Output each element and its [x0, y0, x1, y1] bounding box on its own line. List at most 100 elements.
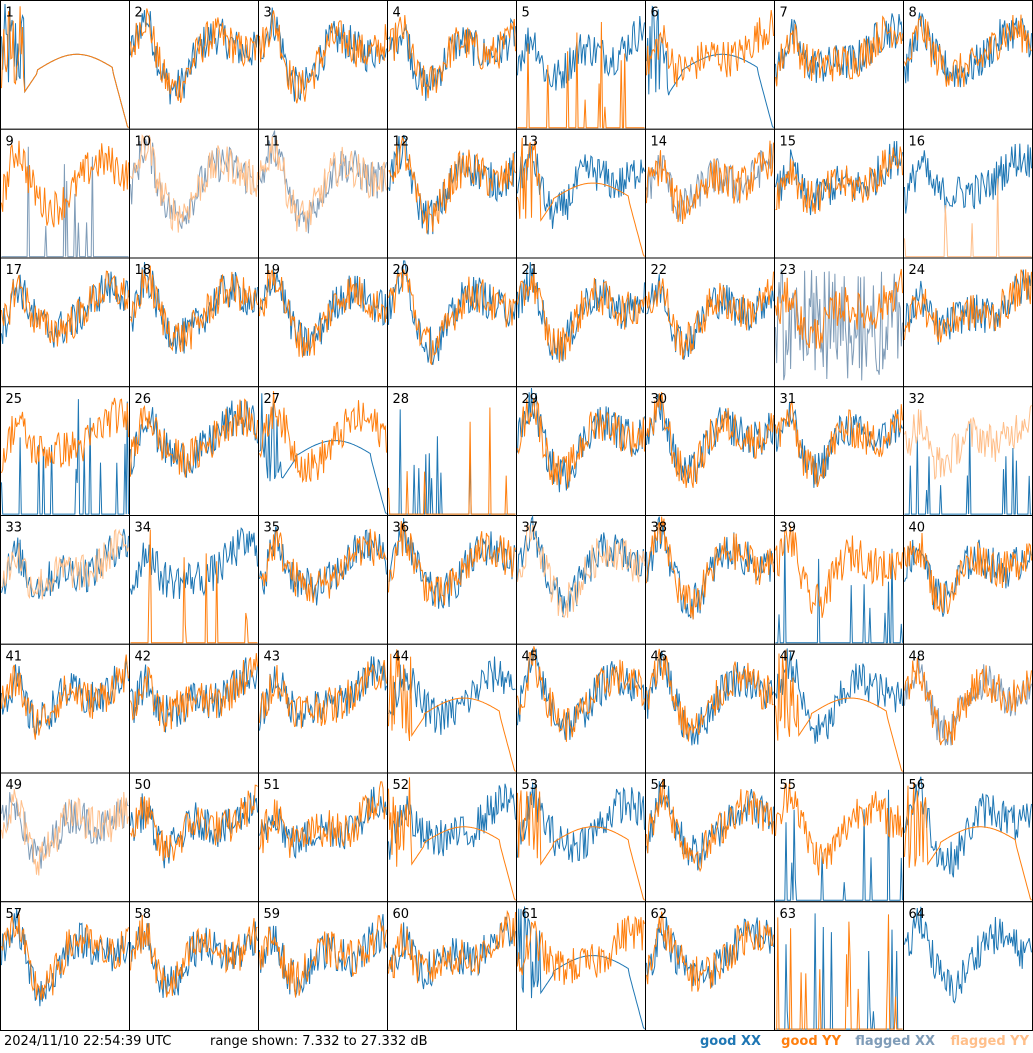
- panel-36: 36: [387, 515, 517, 645]
- yy-series-line: [388, 15, 516, 99]
- panel-label: 14: [651, 134, 668, 149]
- yy-series-line: [1, 397, 129, 474]
- yy-series-line: [130, 8, 258, 103]
- panel-8: 8: [903, 0, 1033, 130]
- panel-frame: [645, 515, 775, 645]
- yy-series-line: [388, 649, 516, 772]
- yy-series-line: [646, 140, 774, 225]
- yy-series-line: [775, 400, 903, 488]
- xx-series-line: [259, 786, 387, 860]
- panel-label: 31: [780, 392, 797, 407]
- panel-frame: [0, 643, 130, 774]
- yy-series-line: [130, 529, 258, 644]
- panel-10: 10: [129, 128, 259, 259]
- xx-series-line: [646, 650, 774, 746]
- yy-series-line: [1, 528, 129, 600]
- yy-series-line: [259, 269, 387, 358]
- xx-series-line: [517, 143, 645, 229]
- panel-label: 54: [651, 778, 668, 793]
- yy-series-line: [388, 407, 516, 515]
- panel-label: 30: [651, 392, 668, 407]
- xx-series-line: [904, 143, 1032, 214]
- panel-label: 27: [264, 392, 281, 407]
- panel-9: 9: [0, 128, 130, 259]
- yy-series-line: [517, 21, 645, 129]
- panel-30: 30: [645, 386, 775, 516]
- panel-34: 34: [129, 515, 259, 645]
- yy-series-line: [259, 528, 387, 603]
- yy-series-line: [517, 524, 645, 619]
- panel-label: 28: [393, 392, 410, 407]
- panel-label: 5: [522, 6, 530, 21]
- panel-61: 61: [516, 901, 646, 1031]
- panel-26: 26: [129, 386, 259, 516]
- yy-series-line: [388, 909, 516, 984]
- xx-series-line: [130, 10, 258, 105]
- yy-series-line: [775, 268, 903, 349]
- panel-frame: [645, 0, 775, 130]
- yy-series-line: [388, 269, 516, 365]
- xx-series-line: [517, 387, 645, 493]
- panel-39: 39: [774, 515, 904, 645]
- yy-series-line: [517, 398, 645, 489]
- yy-series-line: [904, 658, 1032, 746]
- yy-series-line: [388, 135, 516, 234]
- panel-42: 42: [129, 643, 259, 774]
- yy-series-line: [130, 653, 258, 732]
- yy-series-line: [130, 914, 258, 998]
- panel-frame: [258, 515, 388, 645]
- yy-series-line: [1, 6, 129, 129]
- yy-series-line: [388, 520, 516, 607]
- yy-series-line: [1, 270, 129, 347]
- yy-series-line: [646, 911, 774, 992]
- yy-series-line: [904, 178, 1032, 258]
- panel-label: 46: [651, 649, 668, 664]
- panel-label: 16: [909, 134, 926, 149]
- xx-series-line: [388, 656, 516, 735]
- xx-series-line: [388, 783, 516, 860]
- yy-series-line: [1, 914, 129, 1000]
- panel-frame: [903, 515, 1033, 645]
- xx-series-line: [775, 535, 903, 644]
- yy-series-line: [259, 391, 387, 484]
- panel-label: 48: [909, 649, 926, 664]
- panel-29: 29: [516, 386, 646, 516]
- panel-54: 54: [645, 772, 775, 903]
- panel-label: 56: [909, 778, 926, 793]
- legend-flagged-yy: flagged YY: [950, 1034, 1030, 1049]
- yy-series-line: [904, 14, 1032, 87]
- panel-label: 51: [264, 778, 281, 793]
- xx-series-line: [775, 789, 903, 901]
- panel-label: 3: [264, 6, 272, 21]
- panel-44: 44: [387, 643, 517, 774]
- panel-label: 62: [651, 907, 668, 922]
- panel-label: 39: [780, 521, 797, 536]
- panel-label: 57: [6, 907, 23, 922]
- footer: 2024/11/10 22:54:39 UTC range shown: 7.3…: [0, 1031, 1033, 1053]
- panel-4: 4: [387, 0, 517, 130]
- yy-series-line: [646, 271, 774, 360]
- panel-label: 58: [135, 907, 152, 922]
- xx-series-line: [904, 539, 1032, 617]
- panel-label: 33: [6, 521, 23, 536]
- panel-38: 38: [645, 515, 775, 645]
- xx-series-line: [646, 143, 774, 222]
- xx-series-line: [517, 906, 645, 1030]
- panel-label: 47: [780, 649, 797, 664]
- panel-52: 52: [387, 772, 517, 903]
- panel-label: 61: [522, 907, 539, 922]
- panel-49: 49: [0, 772, 130, 903]
- panel-label: 22: [651, 263, 668, 278]
- range-text: range shown: 7.332 to 27.332 dB: [210, 1034, 428, 1049]
- panel-46: 46: [645, 643, 775, 774]
- panel-51: 51: [258, 772, 388, 903]
- panel-label: 63: [780, 907, 797, 922]
- panel-45: 45: [516, 643, 646, 774]
- panel-20: 20: [387, 257, 517, 388]
- panel-6: 6: [645, 0, 775, 130]
- panel-57: 57: [0, 901, 130, 1031]
- yy-series-line: [517, 267, 645, 363]
- panel-frame: [774, 386, 904, 516]
- yy-series-line: [904, 405, 1032, 480]
- panel-40: 40: [903, 515, 1033, 645]
